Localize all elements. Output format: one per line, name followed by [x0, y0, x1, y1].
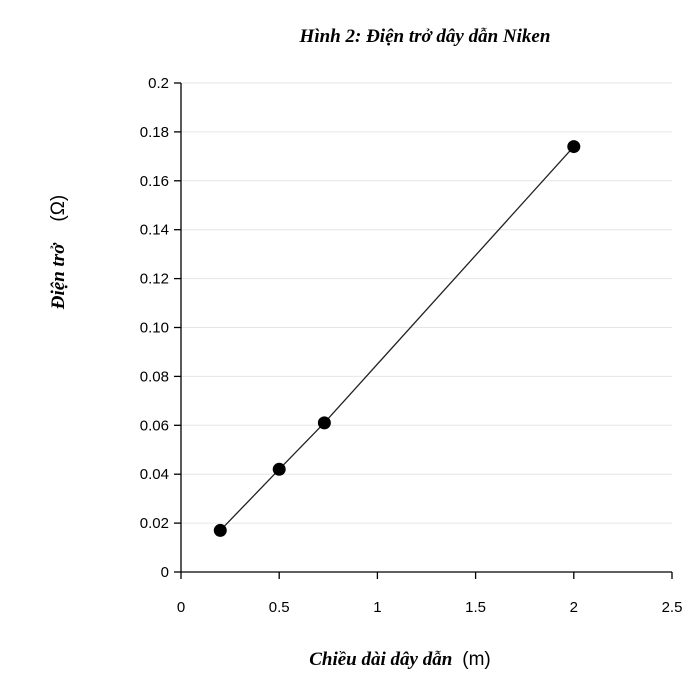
data-point [317, 416, 331, 430]
x-axis-unit: (m) [462, 649, 490, 670]
y-tick-label: 0.14 [140, 222, 169, 239]
chart-title: Hình 2: Điện trở dây dẫn Niken [299, 26, 551, 47]
y-tick-labels: 0 0.02 0.04 0.06 0.08 0.10 0.12 0.14 0.16 0.18 0.2 [140, 75, 169, 581]
series-line [219, 146, 575, 531]
x-tick-labels: 0 0.5 1 1.5 2 2.5 [177, 599, 683, 616]
data-point [272, 462, 286, 476]
x-axis-label: Chiều dài dây dẫn [309, 649, 452, 670]
y-axis-label: Điện trở [48, 242, 69, 310]
y-tick-label: 0.2 [148, 75, 169, 92]
y-axis-unit: (Ω) [48, 195, 69, 222]
x-tick-label: 0 [177, 599, 185, 616]
svg-text:Điện trở (Ω): Điện trở (Ω) [48, 195, 69, 310]
data-point [567, 140, 581, 154]
x-tick-label: 1 [373, 599, 381, 616]
y-tick-label: 0 [161, 564, 169, 581]
x-tick-label: 0.5 [269, 599, 290, 616]
y-tick-label: 0.08 [140, 368, 169, 385]
y-tick-label: 0.18 [140, 124, 169, 141]
y-tick-label: 0.06 [140, 417, 169, 434]
x-tick-label: 2 [570, 599, 578, 616]
y-tick-label: 0.02 [140, 515, 169, 532]
x-tick-label: 2.5 [662, 599, 683, 616]
x-tick-label: 1.5 [465, 599, 486, 616]
gridlines [181, 82, 672, 524]
y-tick-label: 0.10 [140, 320, 169, 337]
y-tick-label: 0.04 [140, 466, 169, 483]
x-axis-title: Chiều dài dây dẫn (m) [309, 649, 491, 670]
axes [174, 82, 673, 579]
data-point [213, 523, 227, 537]
y-axis-title: Điện trở (Ω) [48, 195, 69, 310]
y-tick-label: 0.16 [140, 173, 169, 190]
svg-text:Chiều dài dây dẫn (m): Chiều dài dây dẫn (m) [309, 649, 491, 670]
y-tick-label: 0.12 [140, 271, 169, 288]
series [213, 140, 581, 537]
